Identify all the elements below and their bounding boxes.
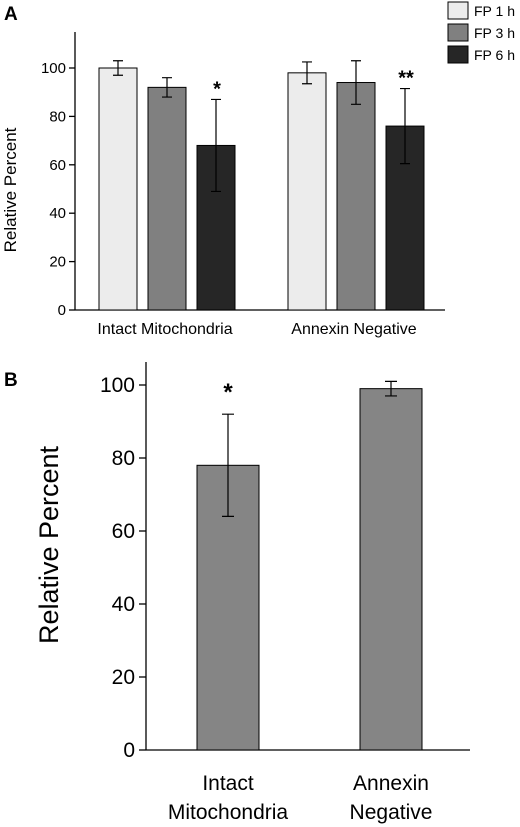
x-category-label-a-0: Intact Mitochondria <box>97 321 232 338</box>
panel-label-a: A <box>4 4 18 25</box>
error-bar-a-0-1 <box>162 77 172 98</box>
y-axis-label-a: Relative Percent <box>1 127 20 252</box>
panel-b: B 0 20 40 60 80 100 Relative Percent Intact Mitoc… <box>4 362 470 824</box>
bar-a-1-1 <box>336 82 376 311</box>
y-tick-label-b-2: 40 <box>112 593 135 616</box>
significance-mark-a-1: ** <box>398 68 414 90</box>
error-bar-a-1-1 <box>351 60 361 105</box>
y-tick-label-b-4: 80 <box>112 447 135 470</box>
x-category-label-b-0-0: Intact <box>202 772 254 795</box>
x-category-label-a-1: Annexin Negative <box>291 321 417 338</box>
panel-a: A 0 20 40 60 80 100 Relative Percent Intact Mito… <box>1 1 515 338</box>
error-bar-a-1-0 <box>302 61 312 85</box>
error-bar-b-1 <box>385 380 397 397</box>
significance-mark-b-0: * <box>223 379 233 406</box>
legend-label-1: FP 3 h <box>474 25 515 41</box>
legend-swatch-1 <box>447 23 469 42</box>
panel-label-b: B <box>4 370 18 391</box>
legend-label-0: FP 1 h <box>474 3 515 19</box>
error-bar-a-0-2 <box>211 98 221 193</box>
bar-a-1-0 <box>287 72 327 311</box>
y-tick-label-b-0: 0 <box>123 739 135 762</box>
error-bar-a-1-2 <box>400 87 410 165</box>
y-tick-label-b-3: 60 <box>112 520 135 543</box>
legend-swatch-2 <box>447 45 469 64</box>
bar-a-0-1 <box>147 86 187 311</box>
legend-swatch-0 <box>447 1 469 20</box>
y-tick-label-a-4: 80 <box>49 108 66 125</box>
bar-a-0-0 <box>98 67 138 311</box>
y-tick-label-a-0: 0 <box>58 302 66 319</box>
x-category-label-b-1-1: Negative <box>350 801 433 824</box>
x-category-label-b-1-0: Annexin <box>353 772 429 795</box>
y-tick-label-a-5: 100 <box>41 60 66 77</box>
y-tick-label-a-1: 20 <box>49 254 66 271</box>
error-bar-b-0 <box>222 413 234 517</box>
legend-label-2: FP 6 h <box>474 47 515 63</box>
y-tick-label-b-5: 100 <box>100 374 135 397</box>
bar-b-1 <box>359 388 423 751</box>
x-category-label-b-0-1: Mitochondria <box>168 801 289 824</box>
y-tick-label-a-3: 60 <box>49 157 66 174</box>
significance-mark-a-0: * <box>213 78 221 100</box>
y-tick-label-a-2: 40 <box>49 205 66 222</box>
error-bar-a-0-0 <box>113 60 123 76</box>
y-tick-label-b-1: 20 <box>112 666 135 689</box>
y-axis-label-b: Relative Percent <box>34 445 64 644</box>
